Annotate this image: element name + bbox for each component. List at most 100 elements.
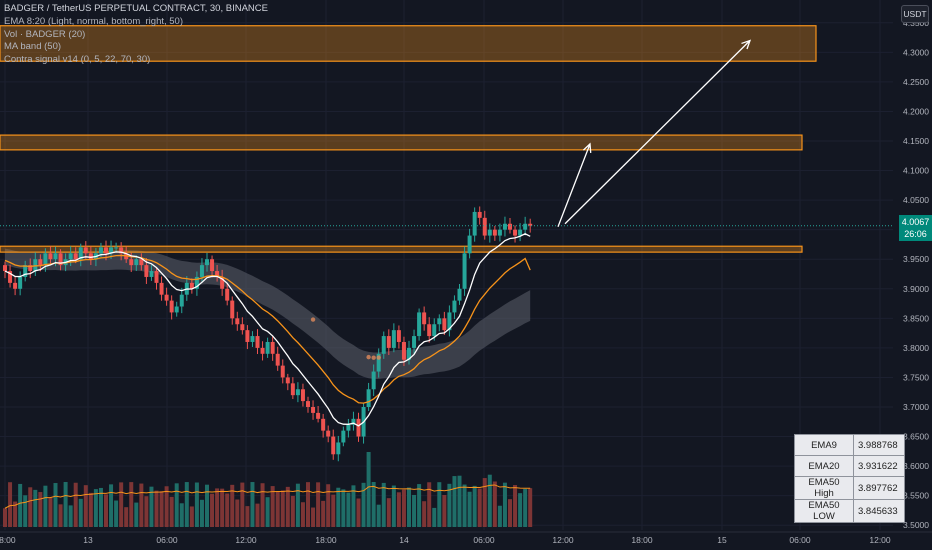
volume-bar	[93, 489, 98, 527]
y-tick-label: 4.0500	[903, 195, 929, 205]
volume-bar	[437, 482, 442, 527]
legend-volume[interactable]: Vol · BADGER (20)	[4, 28, 86, 40]
volume-bar	[457, 475, 462, 527]
y-tick-label: 3.5000	[903, 520, 929, 530]
x-tick-label: 18:00	[0, 535, 16, 545]
volume-bar	[442, 494, 447, 527]
candle	[129, 259, 134, 266]
candle	[240, 324, 245, 331]
candle	[210, 259, 215, 272]
candle	[290, 383, 295, 396]
volume-bar	[194, 482, 199, 527]
candle	[189, 282, 194, 289]
candle	[265, 341, 270, 354]
volume-bar	[306, 482, 310, 527]
volume-bar	[104, 494, 108, 527]
volume-bar	[311, 507, 316, 527]
volume-bar	[215, 488, 220, 527]
candle	[497, 229, 502, 236]
candle	[154, 271, 159, 283]
candle	[114, 247, 119, 249]
volume-bar	[73, 482, 78, 527]
ema-name: EMA50 High	[794, 476, 854, 500]
candle	[255, 336, 260, 348]
volume-bar	[290, 495, 295, 527]
volume-bar	[265, 497, 270, 527]
candle	[43, 253, 48, 266]
volume-bar	[58, 504, 63, 527]
candle	[199, 265, 204, 277]
y-tick-label: 4.3000	[903, 47, 929, 57]
candle	[149, 271, 154, 277]
candle	[331, 436, 336, 455]
candle	[3, 265, 7, 272]
volume-bar	[341, 489, 346, 527]
candle	[482, 217, 487, 236]
projection-arrow-head	[582, 142, 592, 153]
volume-bar	[169, 496, 174, 527]
volume-bar	[78, 498, 83, 527]
candle	[502, 223, 507, 230]
candle	[467, 235, 472, 254]
supply-zone	[0, 245, 803, 253]
candle	[83, 247, 88, 254]
volume-bar	[386, 498, 391, 527]
candle	[205, 259, 209, 266]
table-row: EMA50 High 3.897762	[794, 476, 905, 500]
y-tick-label: 4.1000	[903, 166, 929, 176]
volume-bar	[230, 484, 235, 527]
volume-bar	[174, 483, 179, 527]
projection-arrow-head	[741, 39, 752, 50]
candle	[427, 324, 432, 337]
candle	[164, 294, 169, 301]
legend-ma-band[interactable]: MA band (50)	[4, 41, 62, 53]
volume-bar	[502, 482, 507, 527]
volume-bar	[401, 489, 406, 527]
volume-bar	[497, 505, 502, 527]
candle	[396, 330, 401, 342]
last-price-value: 4.0067	[901, 217, 930, 227]
candle	[53, 253, 58, 260]
volume-bar	[472, 485, 477, 527]
volume-bar	[179, 503, 184, 527]
candle	[18, 276, 23, 289]
volume-bar	[68, 505, 73, 527]
candle	[518, 229, 523, 236]
currency-unit-button[interactable]: USDT	[901, 5, 929, 23]
legend-ema[interactable]: EMA 8:20 (Light, normal, bottom_right, 5…	[4, 15, 184, 27]
candle	[300, 389, 305, 402]
ema-name: EMA50 LOW	[794, 499, 854, 523]
candle	[225, 288, 230, 301]
candle	[179, 294, 184, 307]
volume-ma-line	[4, 484, 531, 509]
volume-bar	[366, 452, 371, 527]
legend-contra-signal[interactable]: Contra signal v14 (0, 5, 22, 70, 30)	[4, 54, 151, 66]
candle	[275, 353, 280, 366]
y-tick-label: 3.6000	[903, 461, 929, 471]
ema-name: EMA20	[794, 455, 854, 477]
table-row: EMA50 LOW 3.845633	[794, 499, 905, 523]
volume-bar	[245, 506, 250, 527]
candle	[417, 312, 422, 337]
candle	[28, 265, 33, 272]
volume-bar	[462, 484, 467, 527]
candle	[457, 288, 462, 301]
candle	[437, 318, 442, 325]
volume-bar	[189, 506, 194, 527]
volume-bar	[331, 494, 336, 527]
volume-bar	[412, 494, 417, 527]
candle	[487, 229, 492, 236]
volume-bar	[523, 488, 528, 527]
volume-bar	[154, 490, 159, 527]
volume-bar	[316, 482, 321, 527]
volume-bar	[184, 482, 189, 527]
candle	[48, 253, 53, 260]
volume-bar	[129, 482, 134, 527]
table-row: EMA9 3.988768	[794, 434, 905, 456]
y-tick-label: 4.1500	[903, 136, 929, 146]
candle	[13, 282, 18, 289]
candle	[523, 223, 528, 230]
candle	[285, 377, 290, 384]
volume-bar	[210, 493, 215, 527]
